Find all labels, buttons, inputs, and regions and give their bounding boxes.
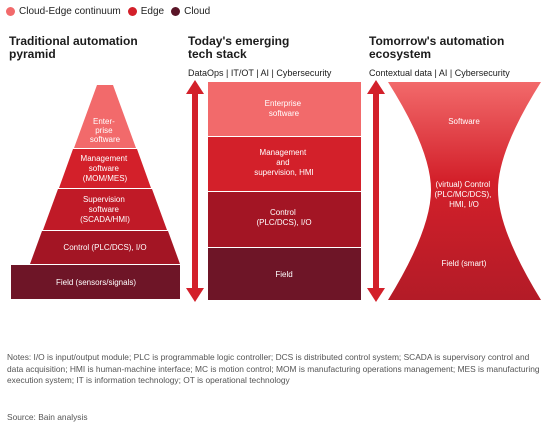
pyramid-text-management: Management software (MOM/MES)	[81, 154, 130, 183]
stack-control-line-2: (PLC/DCS), I/O	[256, 218, 311, 227]
stack-text-control: Control (PLC/DCS), I/O	[256, 208, 311, 227]
tomorrow-title-line-2: ecosystem	[369, 47, 432, 61]
diagram: Enter- prise software Management softwar…	[11, 80, 541, 302]
tomorrow-text-field: Field (smart)	[442, 259, 487, 268]
pyramid-supervision-line-2: software	[89, 205, 120, 214]
tomorrow-control-line-2: (PLC/MC/DCS),	[434, 190, 491, 199]
stack-layer-control	[208, 192, 361, 247]
tomorrow-text-software: Software	[448, 117, 480, 126]
pyramid-enterprise-line-3: software	[90, 135, 121, 144]
legend-swatch-cloud	[171, 7, 181, 16]
stack-management-line-3: supervision, HMI	[254, 168, 314, 177]
notes: Notes: I/O is input/output module; PLC i…	[7, 352, 540, 385]
emerging-title: Today's emerging tech stack	[188, 35, 289, 61]
legend-label-edge: Edge	[140, 6, 165, 17]
traditional-title-line-1: Traditional automation	[9, 34, 138, 48]
emerging-arrow	[186, 80, 204, 302]
pyramid-text-field: Field (sensors/signals)	[56, 278, 136, 287]
emerging-subtitle: DataOps | IT/OT | AI | Cybersecurity	[188, 68, 332, 78]
pyramid-supervision-line-1: Supervision	[83, 195, 125, 204]
stack-enterprise-line-1: Enterprise	[265, 99, 302, 108]
pyramid-layer-supervision	[43, 189, 167, 230]
legend-item-cloud-edge: Cloud-Edge continuum	[6, 6, 121, 17]
pyramid-enterprise-line-2: prise	[95, 126, 113, 135]
pyramid-management-line-2: software	[89, 164, 120, 173]
legend-label-cloud: Cloud	[184, 6, 211, 17]
legend-item-edge: Edge	[127, 6, 165, 17]
legend-swatch-edge	[127, 7, 137, 16]
tomorrow-arrow	[367, 80, 385, 302]
tomorrow-hourglass	[388, 82, 541, 300]
pyramid-text-enterprise: Enter- prise software	[90, 117, 121, 144]
legend-swatch-cloud-edge	[6, 7, 15, 16]
stack-layer-field	[208, 248, 361, 300]
stack-text-management: Management and supervision, HMI	[254, 148, 314, 177]
tomorrow-title: Tomorrow's automation ecosystem	[369, 35, 504, 61]
stack-control-line-1: Control	[270, 208, 296, 217]
stack-enterprise-line-2: software	[269, 109, 300, 118]
tomorrow-subtitle: Contextual data | AI | Cybersecurity	[369, 68, 510, 78]
stack-layer-enterprise	[208, 82, 361, 136]
pyramid-text-supervision: Supervision software (SCADA/HMI)	[80, 195, 130, 224]
pyramid-management-line-1: Management	[81, 154, 128, 163]
tomorrow-text-control: (virtual) Control (PLC/MC/DCS), HMI, I/O	[434, 180, 493, 209]
legend: Cloud-Edge continuum Edge Cloud	[6, 6, 217, 17]
pyramid-supervision-line-3: (SCADA/HMI)	[80, 215, 130, 224]
pyramid-management-line-3: (MOM/MES)	[83, 174, 128, 183]
emerging-title-line-1: Today's emerging	[188, 34, 290, 48]
pyramid-enterprise-line-1: Enter-	[93, 117, 115, 126]
pyramid-text-control: Control (PLC/DCS), I/O	[63, 243, 146, 252]
stack-text-field: Field	[275, 270, 292, 279]
stack-management-line-2: and	[276, 158, 289, 167]
tomorrow-control-line-3: HMI, I/O	[449, 200, 479, 209]
tomorrow-control-line-1: (virtual) Control	[436, 180, 491, 189]
traditional-pyramid: Enter- prise software Management softwar…	[11, 85, 180, 299]
tomorrow-title-line-1: Tomorrow's automation	[369, 34, 505, 48]
pyramid-layer-field	[11, 265, 180, 299]
traditional-title: Traditional automation pyramid	[9, 35, 138, 61]
emerging-title-line-2: tech stack	[188, 47, 247, 61]
stack-text-enterprise: Enterprise software	[265, 99, 304, 118]
emerging-stack: Enterprise software Management and super…	[208, 82, 361, 300]
stack-management-line-1: Management	[260, 148, 307, 157]
pyramid-layer-control	[30, 231, 180, 264]
traditional-title-line-2: pyramid	[9, 47, 56, 61]
stack-layer-management	[208, 137, 361, 191]
pyramid-layer-management	[59, 149, 151, 188]
legend-item-cloud: Cloud	[171, 6, 210, 17]
pyramid-layer-enterprise	[74, 85, 136, 148]
legend-label-cloud-edge: Cloud-Edge continuum	[19, 6, 121, 17]
source: Source: Bain analysis	[7, 412, 88, 422]
